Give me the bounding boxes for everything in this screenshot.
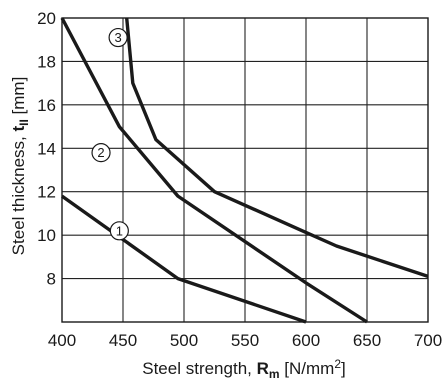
x-tick-label: 600 bbox=[292, 331, 320, 350]
y-axis-label: Steel thickness, tII [mm] bbox=[9, 77, 31, 256]
x-tick-labels: 400 450 500 550 600 650 700 bbox=[48, 331, 442, 350]
y-tick-label: 10 bbox=[37, 226, 56, 245]
x-tick-label: 650 bbox=[353, 331, 381, 350]
y-tick-label: 12 bbox=[37, 183, 56, 202]
series-marker-label-2: 2 bbox=[97, 145, 104, 160]
series-marker-label-1: 1 bbox=[116, 223, 123, 238]
series-layer bbox=[60, 17, 429, 324]
y-tick-label: 14 bbox=[37, 139, 56, 158]
y-tick-label: 8 bbox=[47, 270, 56, 289]
plot-area-frame bbox=[61, 17, 429, 323]
series-line-1 bbox=[61, 194, 307, 324]
series-marker-circle-2 bbox=[91, 143, 111, 163]
x-axis-label: Steel strength, Rm [N/mm2] bbox=[142, 357, 346, 381]
y-tick-label: 20 bbox=[37, 9, 56, 28]
series-marker-circle-1 bbox=[109, 221, 129, 241]
x-tick-label: 500 bbox=[170, 331, 198, 350]
y-tick-label: 18 bbox=[37, 52, 56, 71]
y-tick-label: 16 bbox=[37, 96, 56, 115]
y-tick-labels: 8 10 12 14 16 18 20 bbox=[37, 9, 56, 289]
series-line-3 bbox=[125, 17, 429, 279]
grid bbox=[62, 18, 428, 322]
x-tick-label: 400 bbox=[48, 331, 76, 350]
x-tick-label: 700 bbox=[414, 331, 442, 350]
x-tick-label: 450 bbox=[109, 331, 137, 350]
series-markers: 1 2 3 bbox=[91, 27, 129, 241]
series-line-2 bbox=[60, 17, 368, 324]
series-marker-label-3: 3 bbox=[115, 30, 122, 45]
series-marker-circle-3 bbox=[108, 27, 128, 48]
x-tick-label: 550 bbox=[231, 331, 259, 350]
